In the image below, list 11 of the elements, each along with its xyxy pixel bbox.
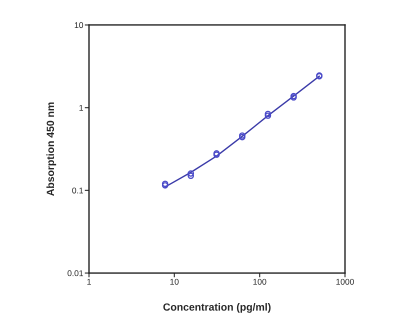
x-axis-title: Concentration (pg/ml) [163,303,271,313]
x-tick-label: 100 [253,278,266,285]
y-axis-title: Absorption 450 nm [46,102,56,196]
x-tick-label: 10 [170,278,179,285]
line-series [164,76,320,188]
y-tick-label: 0.01 [68,270,84,276]
y-tick-label: 1 [79,104,84,111]
x-tick-label: 1 [87,278,91,285]
y-tick-label: 0.1 [72,188,84,194]
x-tick-label: 1000 [336,278,354,285]
y-tick-label: 10 [74,22,84,28]
